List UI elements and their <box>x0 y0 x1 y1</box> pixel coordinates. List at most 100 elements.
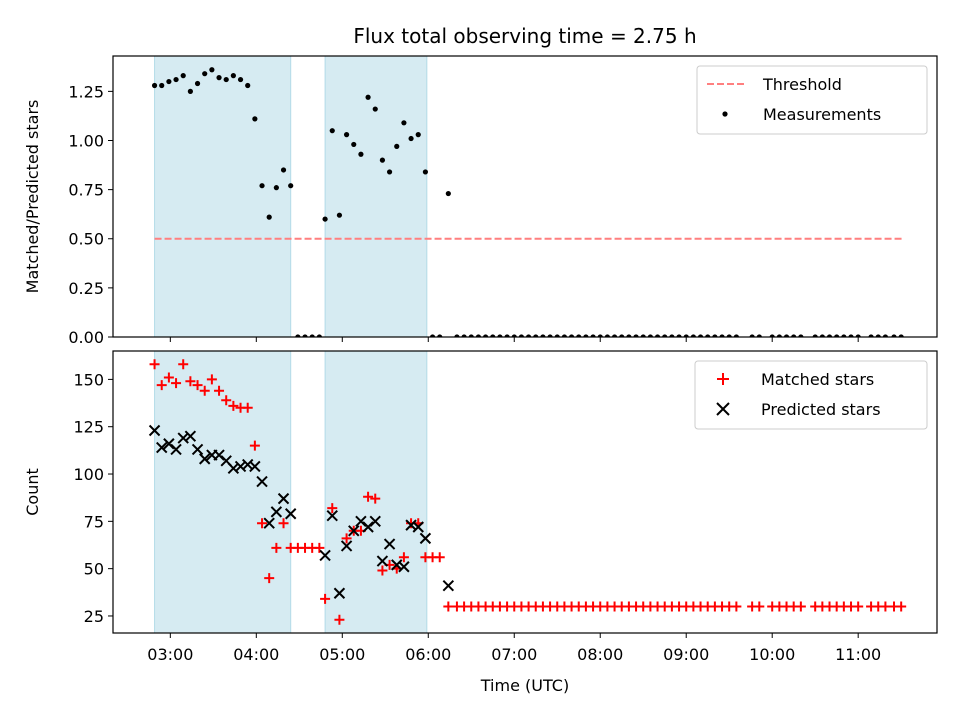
measurement-point <box>237 76 244 83</box>
measurement-point <box>365 94 371 100</box>
measurement-point <box>322 216 328 222</box>
measurement-point <box>209 67 215 73</box>
legend-entry-label: Predicted stars <box>761 400 881 419</box>
predicted-star-point <box>213 449 225 461</box>
measurement-point <box>690 334 696 337</box>
measurement-point <box>504 334 510 337</box>
measurement-point <box>783 334 790 337</box>
measurement-point <box>819 334 825 337</box>
matched-star-point <box>754 601 765 612</box>
matched-star-point <box>320 593 331 604</box>
measurement-point <box>848 334 854 337</box>
bottom-ytick-label: 125 <box>73 418 104 437</box>
measurement-point <box>372 106 378 112</box>
top-ytick-label: 0.75 <box>68 181 104 200</box>
matched-star-point <box>242 402 253 413</box>
top-ytick-label: 1.00 <box>68 131 104 150</box>
matched-star-point <box>731 601 742 612</box>
predicted-star-point <box>163 438 175 450</box>
measurement-point <box>401 120 407 126</box>
measurement-point <box>202 71 208 77</box>
measurement-point <box>343 132 350 138</box>
measurement-point <box>712 334 718 337</box>
measurement-point <box>166 78 172 85</box>
measurement-point <box>482 334 489 337</box>
matched-star-point <box>363 491 374 502</box>
measurement-point <box>882 334 889 337</box>
predicted-star-point <box>362 521 374 533</box>
measurement-point <box>475 334 482 337</box>
matched-star-point <box>434 552 445 563</box>
bottom-legend: Matched stars Predicted stars <box>694 360 928 430</box>
measurement-point <box>280 167 287 173</box>
measurement-point <box>669 334 675 337</box>
matched-star-point <box>185 376 196 387</box>
measurement-point <box>841 334 847 337</box>
measurement-point <box>468 334 474 337</box>
predicted-star-point <box>156 441 168 454</box>
measurement-point <box>336 212 343 218</box>
measurement-point <box>159 82 165 89</box>
measurement-point <box>173 76 179 83</box>
series-matched-stars <box>149 359 907 625</box>
measurement-point <box>583 334 589 337</box>
measurement-point <box>611 334 618 337</box>
series-measurements <box>151 67 904 337</box>
top-legend: Threshold Measurements <box>696 65 928 135</box>
measurement-point <box>230 73 236 79</box>
matched-star-point <box>257 518 268 529</box>
measurement-point <box>875 334 881 337</box>
measurement-point <box>437 334 443 337</box>
measurement-point <box>726 334 732 337</box>
measurement-point <box>868 334 874 337</box>
measurement-point <box>518 334 525 337</box>
measurement-point <box>151 82 158 89</box>
matched-star-point <box>214 385 225 396</box>
predicted-star-point <box>263 517 275 529</box>
top-panel: 0.00 0.25 0.50 0.75 1.00 1.25 Matched/Predicte… <box>23 55 938 347</box>
top-ytick-label: 0.50 <box>68 230 104 249</box>
predicted-star-point <box>199 453 211 465</box>
matched-star-point <box>206 374 217 385</box>
predicted-star-point <box>191 443 204 456</box>
predicted-star-point <box>148 424 161 437</box>
measurement-point <box>252 116 258 122</box>
matched-star-point <box>178 359 189 370</box>
measurement-point <box>826 334 833 337</box>
predicted-star-point <box>326 509 338 522</box>
matched-star-point <box>398 552 409 563</box>
measurement-point <box>187 88 193 94</box>
measurement-point <box>798 334 804 337</box>
measurement-point <box>511 334 517 337</box>
predicted-star-point <box>369 515 381 528</box>
measurement-point <box>561 334 568 337</box>
xtick-label: 11:00 <box>835 645 881 664</box>
top-y-axis-label: Matched/Predicted stars <box>23 100 42 294</box>
predicted-star-point <box>442 579 455 592</box>
measurement-point <box>756 334 762 337</box>
predicted-star-point <box>398 561 410 573</box>
measurement-point <box>454 334 460 337</box>
legend-measurement-swatch <box>722 111 728 117</box>
measurement-point <box>776 334 782 337</box>
measurement-point <box>597 334 603 337</box>
predicted-star-point <box>170 443 182 456</box>
bottom-axes-frame <box>112 350 938 634</box>
top-shaded-interval-1 <box>154 55 292 338</box>
matched-star-point <box>271 542 282 553</box>
matched-star-point <box>314 542 325 553</box>
measurement-point <box>683 334 689 337</box>
bottom-legend-box <box>694 360 928 430</box>
predicted-star-point <box>333 587 346 599</box>
bottom-ytick-label: 75 <box>84 512 104 531</box>
matched-star-point <box>199 385 210 396</box>
matched-star-point <box>334 614 345 625</box>
measurement-point <box>358 151 364 157</box>
matched-star-point <box>249 440 260 451</box>
predicted-star-point <box>270 506 283 518</box>
measurement-point <box>223 76 229 83</box>
xtick-label: 06:00 <box>405 645 451 664</box>
measurement-point <box>245 82 251 89</box>
measurement-point <box>194 80 201 87</box>
